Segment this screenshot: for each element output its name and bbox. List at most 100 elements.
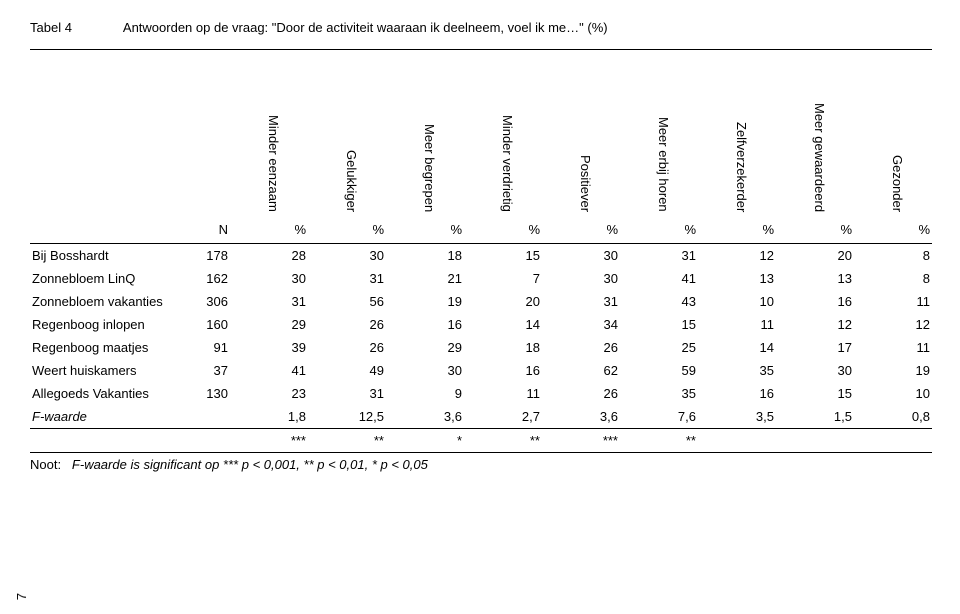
row-val: 43 — [620, 290, 698, 313]
row-val: 62 — [542, 359, 620, 382]
row-label: Regenboog maatjes — [30, 336, 180, 359]
row-label: Allegoeds Vakanties — [30, 382, 180, 405]
col-header: Meer gewaardeerd — [812, 103, 827, 212]
row-n: 37 — [180, 359, 230, 382]
row-val: 56 — [308, 290, 386, 313]
pct-header: % — [464, 218, 542, 244]
table-row: Regenboog inlopen160292616143415111212 — [30, 313, 932, 336]
row-val: 18 — [386, 244, 464, 268]
pct-header: % — [542, 218, 620, 244]
table-number: Tabel 4 — [30, 20, 120, 35]
noot-text: F-waarde is significant op *** p < 0,001… — [72, 457, 428, 472]
row-label: Bij Bosshardt — [30, 244, 180, 268]
col-header: Positiever — [578, 155, 593, 212]
footnote: Noot: F-waarde is significant op *** p <… — [30, 457, 930, 472]
sig-cell — [776, 429, 854, 453]
row-val: 10 — [854, 382, 932, 405]
row-val: 59 — [620, 359, 698, 382]
col-header: Minder eenzaam — [266, 115, 281, 212]
table-row: Zonnebloem LinQ1623031217304113138 — [30, 267, 932, 290]
pct-header: % — [776, 218, 854, 244]
sig-cell — [854, 429, 932, 453]
row-val: 16 — [776, 290, 854, 313]
row-val: 16 — [698, 382, 776, 405]
row-val: 26 — [308, 336, 386, 359]
fwaarde-val: 1,8 — [230, 405, 308, 429]
pct-header: % — [308, 218, 386, 244]
row-val: 21 — [386, 267, 464, 290]
data-table: Minder eenzaam Gelukkiger Meer begrepen … — [30, 49, 932, 453]
pct-header: % — [230, 218, 308, 244]
pct-header: % — [698, 218, 776, 244]
pct-header: % — [854, 218, 932, 244]
unit-row: N % % % % % % % % % — [30, 218, 932, 244]
row-label: Weert huiskamers — [30, 359, 180, 382]
row-val: 15 — [464, 244, 542, 268]
fwaarde-label: F-waarde — [30, 405, 180, 429]
pct-header: % — [386, 218, 464, 244]
row-val: 16 — [386, 313, 464, 336]
row-val: 11 — [854, 336, 932, 359]
row-val: 12 — [854, 313, 932, 336]
row-n: 160 — [180, 313, 230, 336]
row-val: 9 — [386, 382, 464, 405]
row-val: 39 — [230, 336, 308, 359]
fwaarde-val: 12,5 — [308, 405, 386, 429]
row-val: 29 — [386, 336, 464, 359]
row-val: 30 — [542, 267, 620, 290]
top-rule: Minder eenzaam Gelukkiger Meer begrepen … — [30, 50, 932, 219]
n-header: N — [180, 218, 230, 244]
row-val: 11 — [698, 313, 776, 336]
row-val: 26 — [542, 336, 620, 359]
col-header: Gezonder — [890, 155, 905, 212]
row-val: 25 — [620, 336, 698, 359]
row-val: 15 — [776, 382, 854, 405]
page-number: 7 — [14, 593, 29, 600]
row-val: 31 — [620, 244, 698, 268]
sig-cell: *** — [542, 429, 620, 453]
row-val: 23 — [230, 382, 308, 405]
col-header: Meer begrepen — [422, 124, 437, 212]
row-val: 17 — [776, 336, 854, 359]
row-val: 14 — [464, 313, 542, 336]
sig-cell: ** — [620, 429, 698, 453]
table-row: Regenboog maatjes91392629182625141711 — [30, 336, 932, 359]
row-val: 26 — [542, 382, 620, 405]
table-row: Bij Bosshardt17828301815303112208 — [30, 244, 932, 268]
sig-cell — [698, 429, 776, 453]
row-val: 49 — [308, 359, 386, 382]
col-header: Minder verdrietig — [500, 115, 515, 212]
row-val: 13 — [776, 267, 854, 290]
row-val: 30 — [386, 359, 464, 382]
row-n: 178 — [180, 244, 230, 268]
row-val: 13 — [698, 267, 776, 290]
row-val: 41 — [230, 359, 308, 382]
significance-row: *** ** * ** *** ** — [30, 429, 932, 453]
table-row: Zonnebloem vakanties30631561920314310161… — [30, 290, 932, 313]
row-label: Zonnebloem LinQ — [30, 267, 180, 290]
row-val: 26 — [308, 313, 386, 336]
row-val: 31 — [308, 382, 386, 405]
table-row: Weert huiskamers37414930166259353019 — [30, 359, 932, 382]
row-val: 20 — [776, 244, 854, 268]
row-val: 18 — [464, 336, 542, 359]
row-val: 11 — [464, 382, 542, 405]
row-val: 14 — [698, 336, 776, 359]
fwaarde-val: 7,6 — [620, 405, 698, 429]
row-val: 10 — [698, 290, 776, 313]
row-val: 31 — [542, 290, 620, 313]
sig-cell: *** — [230, 429, 308, 453]
row-val: 12 — [698, 244, 776, 268]
col-header: Zelfverzekerder — [734, 122, 749, 212]
row-val: 11 — [854, 290, 932, 313]
row-val: 16 — [464, 359, 542, 382]
sig-cell: * — [386, 429, 464, 453]
row-label: Regenboog inlopen — [30, 313, 180, 336]
sig-cell: ** — [308, 429, 386, 453]
col-header: Meer erbij horen — [656, 117, 671, 212]
fwaarde-val: 3,6 — [542, 405, 620, 429]
row-n: 130 — [180, 382, 230, 405]
table-question: Antwoorden op de vraag: "Door de activit… — [123, 20, 608, 35]
row-val: 28 — [230, 244, 308, 268]
row-n: 91 — [180, 336, 230, 359]
